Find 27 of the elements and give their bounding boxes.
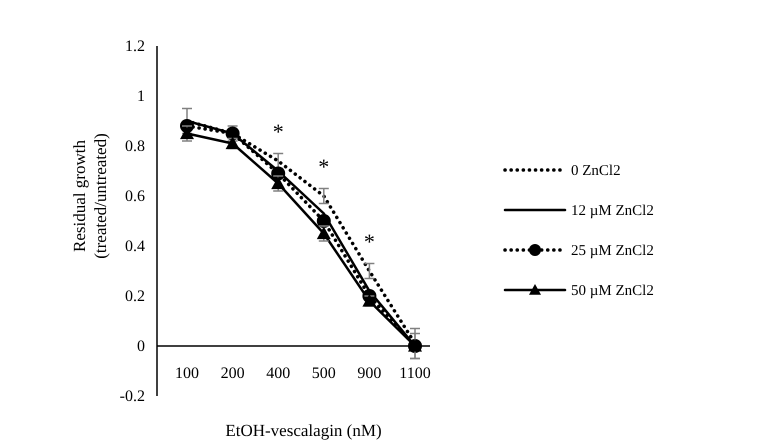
y-tick-label: 1	[137, 88, 145, 105]
y-tick-label: 0.6	[125, 188, 145, 205]
y-tick-label: 0.4	[125, 238, 145, 255]
point	[316, 226, 331, 240]
x-tick-label: 200	[220, 365, 245, 382]
y-tick-label: 0	[137, 338, 145, 355]
y-tick-label: -0.2	[120, 388, 145, 405]
annotation: *	[364, 229, 375, 254]
x-tick-label: 1100	[399, 365, 431, 382]
legend-label: 25 µM ZnCl2	[571, 243, 654, 259]
annotation: *	[272, 119, 284, 144]
point	[180, 126, 194, 140]
legend-label: 12 µM ZnCl2	[571, 203, 654, 219]
x-tick-label: 100	[175, 365, 199, 382]
legend-label: 50 µM ZnCl2	[571, 283, 654, 299]
point	[316, 214, 331, 228]
point	[271, 176, 286, 190]
x-tick-label: 900	[357, 365, 382, 382]
y-tick-label: 1.2	[125, 38, 145, 55]
annotation: *	[318, 154, 330, 179]
y-tick-label: 0.2	[125, 288, 145, 305]
y-axis-title: Residual growth (treated/untreated)	[70, 133, 110, 259]
x-axis-title: EtOH-vescalagin (nM)	[225, 421, 382, 440]
x-tick-label: 400	[266, 365, 290, 382]
y-tick-label: 0.8	[125, 138, 145, 155]
x-tick-label: 500	[312, 365, 336, 382]
legend-label: 0 ZnCl2	[571, 163, 621, 179]
